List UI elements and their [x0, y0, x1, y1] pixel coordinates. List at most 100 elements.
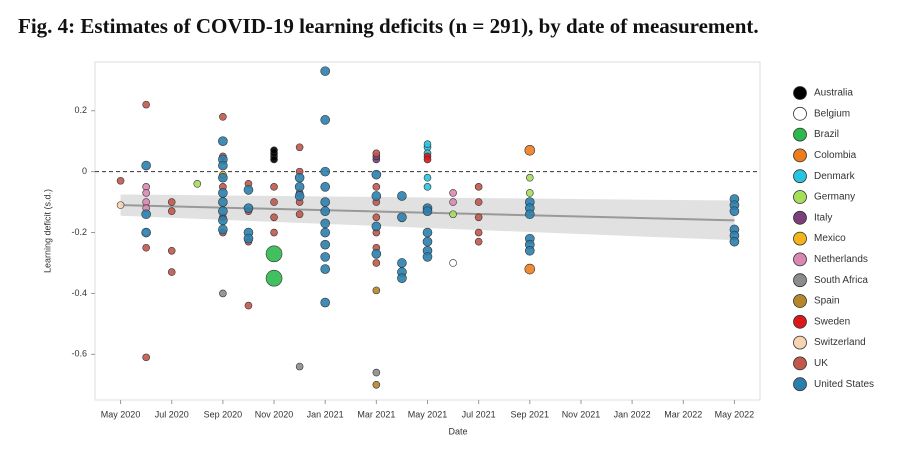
x-tick-label: Jan 2021 — [307, 409, 344, 419]
data-point — [320, 252, 330, 262]
data-point — [218, 206, 228, 217]
data-point — [474, 183, 483, 191]
confidence-band — [120, 194, 735, 241]
data-point — [524, 263, 536, 275]
y-tick-label: -0.2 — [71, 227, 87, 237]
data-point — [423, 173, 432, 182]
data-point — [141, 227, 151, 238]
data-point — [474, 228, 483, 237]
data-point — [320, 239, 330, 250]
legend-label: Mexico — [814, 233, 846, 244]
x-axis-label: Date — [448, 426, 467, 436]
data-point — [167, 198, 176, 206]
data-point — [397, 191, 407, 201]
legend-marker — [793, 377, 807, 392]
x-tick-label: Jul 2021 — [462, 409, 496, 419]
data-point — [218, 160, 228, 171]
data-point — [372, 380, 381, 389]
data-point — [320, 115, 330, 125]
legend-marker — [793, 356, 807, 371]
legend-label: Germany — [814, 192, 855, 203]
data-point — [372, 368, 381, 377]
data-point — [449, 189, 457, 197]
data-point — [294, 191, 305, 201]
data-point — [320, 218, 330, 229]
data-point — [320, 197, 330, 207]
data-point — [243, 185, 254, 195]
data-point — [218, 215, 228, 226]
legend-label: Netherlands — [814, 254, 868, 265]
x-tick-label: Jul 2020 — [155, 409, 189, 419]
chart-title: Fig. 4: Estimates of COVID-19 learning d… — [18, 14, 759, 38]
legend-label: United States — [814, 379, 874, 390]
data-point — [526, 173, 534, 182]
data-point — [295, 362, 304, 371]
data-point — [167, 207, 176, 216]
data-point — [371, 221, 382, 232]
data-point — [449, 210, 457, 219]
x-tick-label: May 2020 — [101, 409, 141, 419]
data-point — [423, 140, 432, 149]
data-point — [397, 258, 407, 268]
data-point — [265, 245, 283, 263]
data-point — [295, 210, 304, 219]
y-tick-label: 0 — [82, 166, 87, 176]
data-point — [372, 259, 381, 267]
x-tick-label: Sep 2021 — [511, 409, 550, 419]
legend-marker — [793, 252, 807, 267]
data-point — [218, 136, 228, 146]
data-point — [270, 146, 278, 155]
data-point — [219, 113, 227, 121]
legend-marker — [793, 106, 807, 121]
data-point — [142, 100, 150, 109]
legend-marker — [793, 86, 807, 100]
data-point — [116, 201, 125, 209]
data-point — [320, 297, 330, 308]
legend-marker — [793, 314, 807, 329]
data-point — [218, 172, 228, 183]
data-point — [371, 191, 382, 201]
x-tick-label: Jan 2022 — [614, 409, 651, 419]
legend-label: Italy — [814, 212, 832, 223]
data-point — [449, 198, 457, 206]
legend-label: Australia — [814, 88, 853, 99]
data-point — [167, 268, 176, 276]
data-point — [294, 172, 305, 183]
data-point — [729, 206, 740, 217]
data-point — [270, 198, 278, 206]
data-point — [422, 252, 433, 262]
legend-marker — [793, 169, 807, 184]
data-point — [243, 233, 254, 244]
data-point — [526, 189, 534, 197]
data-point — [243, 203, 254, 213]
data-point — [218, 197, 228, 207]
x-tick-label: Sep 2020 — [204, 409, 243, 419]
data-point — [218, 188, 228, 198]
legend-marker — [793, 273, 807, 288]
x-tick-label: Mar 2021 — [357, 409, 395, 419]
data-point — [320, 206, 330, 217]
data-point — [397, 273, 407, 283]
y-axis-label: Learning deficit (s.d.) — [42, 189, 52, 273]
data-point — [449, 259, 457, 267]
data-point — [525, 209, 535, 220]
data-point — [372, 149, 381, 158]
data-point — [167, 246, 176, 255]
data-point — [320, 166, 330, 177]
x-tick-label: Nov 2021 — [562, 409, 601, 419]
data-point — [422, 227, 433, 238]
data-point — [141, 209, 151, 220]
data-point — [265, 269, 283, 287]
data-point — [270, 213, 278, 222]
data-point — [244, 301, 253, 310]
x-tick-label: May 2021 — [408, 409, 448, 419]
data-point — [729, 236, 740, 247]
legend-label: Switzerland — [814, 337, 866, 348]
legend-label: Belgium — [814, 108, 850, 119]
data-point — [422, 236, 433, 247]
data-point — [397, 212, 407, 223]
legend-label: Spain — [814, 296, 840, 307]
data-point — [422, 206, 433, 217]
data-point — [474, 237, 483, 246]
